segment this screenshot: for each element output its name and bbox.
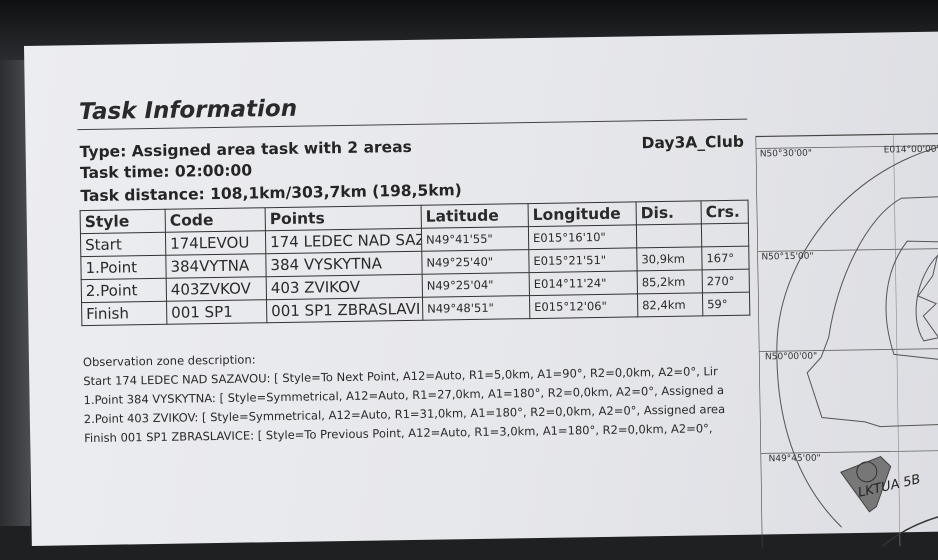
task-area-arc [776,138,938,528]
task-points-table: Style Code Points Latitude Longitude Dis… [80,200,751,326]
cell-style: Finish [81,301,167,326]
assigned-area-outline [806,194,938,428]
club-name: Day3A_Club [641,132,745,153]
task-type: Type: Assigned area task with 2 areas [79,137,412,162]
map-border [755,132,938,549]
cell-points: 001 SP1 ZBRASLAVI [266,297,423,323]
col-longitude: Longitude [528,201,637,227]
map-arc-bottom [881,506,938,548]
cell-style: 2.Point [81,278,167,303]
cell-distance: 82,4km [637,292,703,317]
cell-code: 403ZVKOV [166,276,267,302]
grid-line [755,144,938,149]
lat-label: N50°30'00" [760,149,812,160]
cell-longitude: E015°21'51" [528,247,638,273]
cell-longitude: E014°11'24" [529,270,638,296]
lat-label: N50°15'00" [761,252,813,263]
lat-label: N50°00'00" [765,352,817,363]
task-time: Task time: 02:00:00 [79,161,253,183]
col-code: Code [165,207,266,233]
cell-latitude: N49°25'04" [422,272,530,298]
lon-label: E014°00'00" [884,145,938,156]
cell-code: 384VYTNA [165,253,267,279]
cell-distance: 85,2km [637,269,703,294]
assigned-area-inner [885,240,938,366]
grid-line [760,449,938,454]
finish-zone-shape [840,456,892,513]
cell-latitude: N49°48'51" [422,295,530,321]
col-distance: Dis. [636,200,702,225]
cell-distance: 30,9km [636,246,703,271]
cell-longitude: E015°16'10" [528,224,637,250]
cell-code: 174LEVOU [165,230,266,256]
task-map: N50°30'00" N50°15'00" N50°00'00" N49°45'… [755,132,938,549]
cell-course: 270° [702,269,750,293]
cell-course [701,223,749,247]
cell-points: 403 ZVIKOV [266,274,423,300]
cell-longitude: E015°12'06" [529,293,638,319]
page-title: Task Information [78,95,298,126]
lat-label: N49°45'00" [769,454,821,465]
cell-points: 174 LEDEC NAD SAZ [265,228,422,254]
col-points: Points [265,205,422,231]
finish-circle [856,461,878,483]
task-sheet: Task Information Type: Assigned area tas… [24,31,938,549]
cell-latitude: N49°41'55" [421,226,529,252]
task-distance: Task distance: 108,1km/303,7km (198,5km) [80,181,462,206]
cell-code: 001 SP1 [166,299,267,325]
cell-latitude: N49°25'40" [421,249,530,275]
cell-points: 384 VYSKYTNA [265,251,423,277]
grid-line [758,347,938,352]
col-course: Crs. [701,200,749,224]
cell-distance [636,223,702,248]
observation-zone-description: Observation zone description: Start 174 … [83,343,756,449]
cell-course: 59° [702,292,750,316]
grid-line [757,247,938,252]
cell-style: 1.Point [80,255,167,280]
col-style: Style [80,209,166,234]
point-sector [915,254,938,342]
cell-course: 167° [701,246,750,270]
cell-style: Start [80,232,166,257]
col-latitude: Latitude [421,203,529,229]
